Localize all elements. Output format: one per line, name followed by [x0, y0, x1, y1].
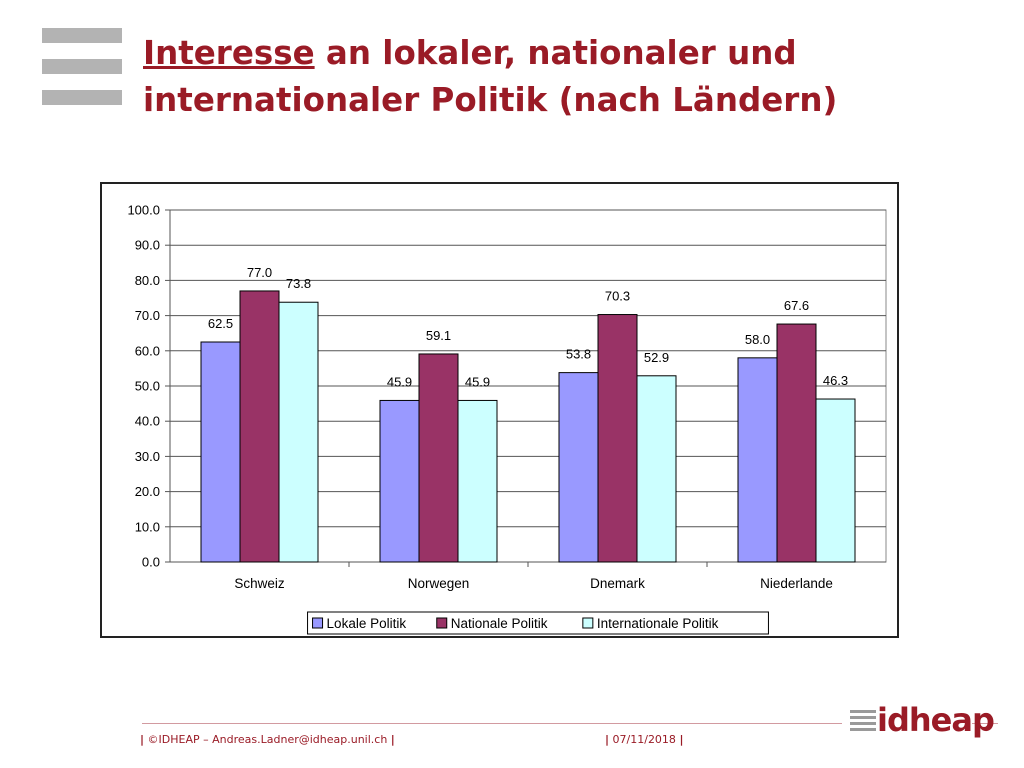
- y-tick-label: 90.0: [135, 238, 160, 253]
- legend-label: Nationale Politik: [451, 616, 548, 631]
- data-label: 73.8: [286, 276, 311, 291]
- y-tick-label: 80.0: [135, 273, 160, 288]
- y-tick-label: 10.0: [135, 519, 160, 534]
- bar: [379, 399, 420, 563]
- data-label: 62.5: [208, 316, 233, 331]
- footer-date-text: 07/11/2018: [612, 733, 676, 746]
- bar: [200, 341, 241, 563]
- title-rest: an lokaler, nationaler und international…: [143, 34, 838, 119]
- x-tick-label: Norwegen: [408, 576, 470, 591]
- idheap-logo: idheap: [850, 701, 995, 746]
- legend-box: [307, 611, 769, 635]
- legend-swatch: [582, 617, 594, 629]
- footer-credit: | ©IDHEAP – Andreas.Ladner@idheap.unil.c…: [140, 733, 395, 746]
- data-label: 45.9: [387, 374, 412, 389]
- x-tick-label: Schweiz: [234, 576, 285, 591]
- data-label: 46.3: [823, 373, 848, 388]
- bar: [558, 372, 599, 563]
- y-tick-label: 30.0: [135, 449, 160, 464]
- legend-swatch: [436, 617, 448, 629]
- footer-date: | 07/11/2018 |: [605, 733, 684, 746]
- title-highlight: Interesse: [143, 34, 315, 72]
- data-label: 58.0: [745, 332, 770, 347]
- footer-divider-right: [972, 723, 998, 724]
- data-label: 70.3: [605, 289, 630, 304]
- legend-swatch: [312, 617, 324, 629]
- chart-frame: 0.0 10.0 20.0 30.0 40.0 50.0 60.0 70.0 80.0 90.0 1…: [100, 182, 899, 638]
- logo-wordmark: idheap: [877, 701, 995, 739]
- y-tick-label: 20.0: [135, 484, 160, 499]
- y-tick-label: 40.0: [135, 414, 160, 429]
- bar: [737, 357, 778, 563]
- legend-label: Internationale Politik: [597, 616, 719, 631]
- data-label: 53.8: [566, 347, 591, 362]
- bar: [815, 398, 856, 563]
- y-tick-label: 70.0: [135, 308, 160, 323]
- footer-divider: [142, 723, 842, 724]
- bar-chart: 0.0 10.0 20.0 30.0 40.0 50.0 60.0 70.0 80.0 90.0 1…: [127, 203, 887, 635]
- bar: [776, 323, 817, 563]
- x-tick-label: Niederlande: [760, 576, 833, 591]
- legend-label: Lokale Politik: [327, 616, 407, 631]
- x-tick-label: Dnemark: [590, 576, 645, 591]
- y-tick-label: 60.0: [135, 343, 160, 358]
- bar: [597, 314, 638, 563]
- y-tick-label: 100.0: [127, 203, 160, 218]
- y-tick-label: 0.0: [142, 555, 160, 570]
- menu-icon: [42, 28, 122, 121]
- data-label: 59.1: [426, 328, 451, 343]
- page-title: Interesse an lokaler, nationaler und int…: [143, 30, 1003, 124]
- data-label: 77.0: [247, 265, 272, 280]
- bar: [636, 375, 677, 563]
- data-label: 45.9: [465, 374, 490, 389]
- bar: [278, 301, 319, 563]
- data-label: 67.6: [784, 298, 809, 313]
- footer-credit-text: ©IDHEAP – Andreas.Ladner@idheap.unil.ch: [147, 733, 388, 746]
- y-tick-label: 50.0: [135, 379, 160, 394]
- bar: [239, 290, 280, 563]
- bar: [457, 399, 498, 563]
- data-label: 52.9: [644, 350, 669, 365]
- bar: [418, 353, 459, 563]
